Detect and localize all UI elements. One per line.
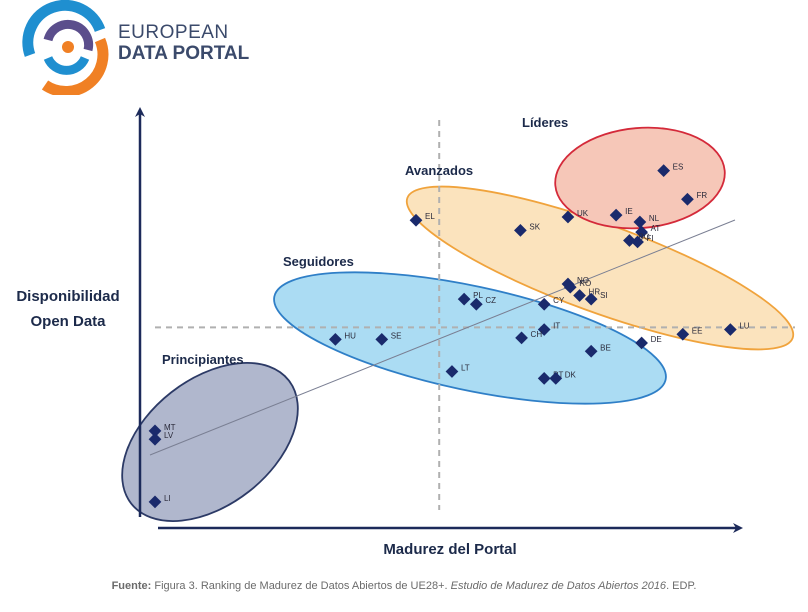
data-label-uk: UK (577, 209, 589, 218)
data-point-lt (445, 365, 459, 378)
data-label-fr: FR (696, 191, 707, 200)
data-point-mt (148, 424, 162, 438)
data-label-mt: MT (164, 423, 176, 432)
logo-text-line2: DATA PORTAL (118, 43, 250, 64)
group-label-avanzados: Avanzados (405, 163, 473, 178)
data-point-pl (457, 292, 471, 306)
data-label-fi: FI (647, 234, 654, 243)
data-label-es: ES (673, 163, 684, 172)
data-label-cy: CY (553, 296, 565, 305)
data-label-ro: RO (579, 279, 591, 288)
group-label-principiantes: Principiantes (162, 352, 244, 367)
data-point-li (148, 495, 162, 509)
data-label-si: SI (600, 291, 608, 300)
data-label-bg: BG (638, 233, 650, 242)
data-label-ie: IE (625, 207, 633, 216)
x-axis-label: Madurez del Portal (383, 541, 517, 558)
group-label-lideres: Líderes (522, 115, 568, 130)
data-label-ch: CH (531, 330, 543, 339)
group-label-seguidores: Seguidores (283, 254, 354, 269)
trend-line (149, 219, 736, 456)
data-label-dk: DK (565, 370, 577, 379)
data-point-cz (469, 297, 483, 311)
data-label-nl: NL (649, 214, 660, 223)
data-point-el (409, 213, 423, 227)
logo-mark-icon (22, 0, 109, 95)
data-label-ee: EE (692, 326, 703, 335)
data-label-it: IT (553, 322, 560, 331)
data-label-se: SE (391, 331, 402, 340)
data-label-hu: HU (344, 331, 356, 340)
european-data-portal-logo: EUROPEAN DATA PORTAL (22, 0, 250, 95)
source-italic: Estudio de Madurez de Datos Abiertos 201… (450, 580, 667, 592)
data-label-hr: HR (589, 288, 601, 297)
source-caption: Fuente: Figura 3. Ranking de Madurez de … (0, 580, 808, 592)
group-ellipse-principiantes (121, 362, 299, 522)
y-axis-label-line1: Disponibilidad (16, 288, 120, 305)
data-label-lu: LU (739, 322, 749, 331)
data-label-be: BE (600, 343, 611, 352)
logo-text-line1: EUROPEAN (118, 22, 229, 43)
source-text-1: Figura 3. Ranking de Madurez de Datos Ab… (151, 580, 451, 592)
data-label-lt: LT (461, 364, 470, 373)
data-label-pl: PL (473, 291, 483, 300)
data-point-se (375, 332, 389, 346)
data-point-lv (148, 432, 162, 446)
data-label-sk: SK (529, 222, 540, 231)
y-axis-label-line2: Open Data (30, 313, 106, 330)
data-label-el: EL (425, 212, 435, 221)
group-ellipse-lideres (554, 126, 726, 230)
data-point-hu (329, 332, 342, 346)
data-label-de: DE (651, 335, 662, 344)
data-label-li: LI (164, 494, 171, 503)
source-prefix: Fuente: (111, 580, 152, 592)
group-ellipse-seguidores (273, 271, 667, 405)
data-label-at: AT (651, 224, 661, 233)
source-text-2: . EDP. (666, 580, 697, 592)
data-label-no: NO (577, 276, 589, 285)
data-label-cz: CZ (485, 296, 496, 305)
data-label-lv: LV (164, 431, 174, 440)
